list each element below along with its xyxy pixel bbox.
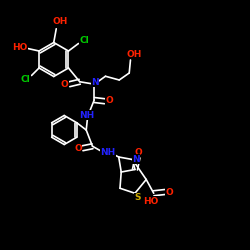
- Text: OH: OH: [126, 50, 142, 59]
- Text: O: O: [74, 144, 82, 153]
- Text: NH: NH: [79, 110, 94, 120]
- Text: O: O: [61, 80, 68, 89]
- Text: Cl: Cl: [20, 75, 30, 84]
- Text: HO: HO: [144, 197, 159, 206]
- Text: N: N: [92, 78, 99, 87]
- Text: O: O: [135, 148, 142, 156]
- Text: Cl: Cl: [80, 36, 90, 45]
- Text: O: O: [165, 188, 173, 196]
- Text: S: S: [135, 193, 141, 202]
- Text: HO: HO: [12, 44, 28, 52]
- Text: OH: OH: [52, 18, 68, 26]
- Text: N: N: [132, 154, 140, 164]
- Text: NH: NH: [100, 148, 116, 157]
- Text: O: O: [105, 96, 113, 105]
